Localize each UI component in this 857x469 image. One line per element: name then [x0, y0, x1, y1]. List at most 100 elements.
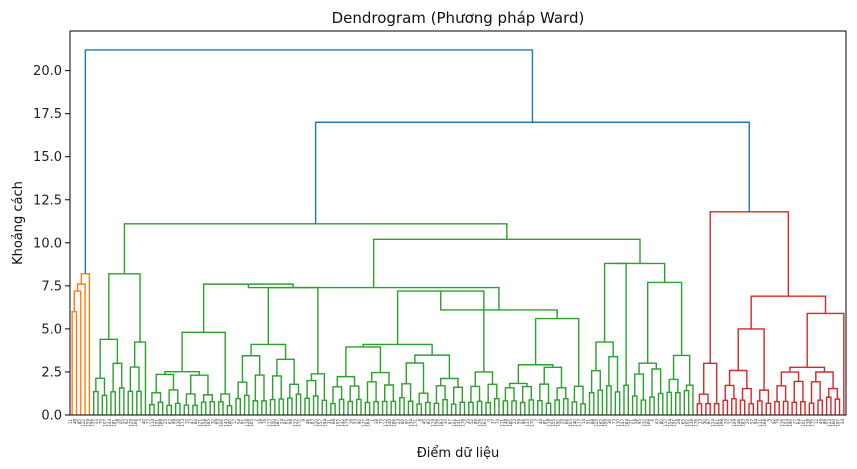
- leaf-label: 85: [77, 419, 82, 425]
- leaf-label: 129: [129, 419, 134, 427]
- leaf-label: 96: [521, 419, 526, 425]
- leaf-label: 9: [301, 419, 306, 422]
- leaf-label: 27: [792, 419, 797, 425]
- leaf-label: 140: [573, 419, 578, 427]
- leaf-label: 198: [719, 419, 724, 427]
- leaf-label: 24: [279, 419, 284, 425]
- leaf-label: 118: [547, 419, 552, 427]
- leaf-label: 3: [137, 419, 142, 422]
- leaf-label: 5: [767, 419, 772, 422]
- leaf-label: 60: [400, 419, 405, 425]
- leaf-label: 149: [387, 419, 392, 427]
- leaf-label: 69: [215, 419, 220, 425]
- leaf-label: 74: [495, 419, 500, 425]
- leaf-label: 159: [85, 419, 90, 427]
- leaf-label: 195: [206, 419, 211, 427]
- leaf-label: 181: [111, 419, 116, 427]
- x-axis-label: Điểm dữ liệu: [417, 446, 500, 461]
- leaf-label: 99: [172, 419, 177, 425]
- leaf-label: 94: [754, 419, 759, 425]
- leaf-label: 83: [310, 419, 315, 425]
- leaf-label: 112: [383, 419, 388, 427]
- leaf-label: 199: [603, 419, 608, 427]
- leaf-label: 62: [167, 419, 172, 425]
- y-tick-label: 20.0: [33, 64, 62, 79]
- leaf-label: 102: [685, 419, 690, 427]
- leaf-label: 172: [297, 419, 302, 427]
- leaf-label: 55: [120, 419, 125, 425]
- leaf-label: 142: [340, 419, 345, 427]
- leaf-label: 188: [159, 419, 164, 427]
- leaf-label: 192: [555, 419, 560, 427]
- y-tick-label: 2.5: [41, 365, 62, 380]
- leaf-label: 194: [323, 419, 328, 427]
- leaf-label: 105: [335, 419, 340, 427]
- leaf-label: 65: [680, 419, 685, 425]
- leaf-label: 119: [430, 419, 435, 427]
- leaf-label: 114: [150, 419, 155, 427]
- leaf-label: 125: [594, 419, 599, 427]
- leaf-label: 91: [241, 419, 246, 425]
- leaf-label: 47: [189, 419, 194, 425]
- leaf-label: 88: [590, 419, 595, 425]
- leaf-label: 166: [133, 419, 138, 427]
- leaf-label: 109: [732, 419, 737, 427]
- leaf-label: 150: [271, 419, 276, 427]
- leaf-label: 165: [249, 419, 254, 427]
- leaf-label: 98: [288, 419, 293, 425]
- leaf-label: 42: [771, 419, 776, 425]
- leaf-label: 15: [465, 419, 470, 425]
- leaf-label: 33: [94, 419, 99, 425]
- leaf-label: 135: [292, 419, 297, 427]
- leaf-label: 170: [529, 419, 534, 427]
- leaf-label: 12: [814, 419, 819, 425]
- leaf-label: 39: [258, 419, 263, 425]
- leaf-label: 51: [585, 419, 590, 425]
- leaf-label: 49: [818, 419, 823, 425]
- leaf-label: 193: [439, 419, 444, 427]
- leaf-label: 72: [728, 419, 733, 425]
- leaf-label: 160: [831, 419, 836, 427]
- leaf-label: 32: [210, 419, 215, 425]
- leaf-label: 14: [581, 419, 586, 425]
- leaf-label: 2: [254, 419, 259, 422]
- leaf-label: 169: [646, 419, 651, 427]
- leaf-label: 120: [314, 419, 319, 427]
- leaf-label: 45: [422, 419, 427, 425]
- leaf-label: 28: [676, 419, 681, 425]
- leaf-label: 37: [491, 419, 496, 425]
- leaf-label: 147: [620, 419, 625, 427]
- leaf-label: 1: [370, 419, 375, 422]
- leaf-label: 178: [460, 419, 465, 427]
- leaf-label: 43: [654, 419, 659, 425]
- leaf-label: 25: [163, 419, 168, 425]
- y-tick-label: 5.0: [41, 322, 62, 337]
- leaf-label: 104: [452, 419, 457, 427]
- leaf-label: 177: [577, 419, 582, 427]
- leaf-label: 144: [107, 419, 112, 427]
- leaf-label: 103: [568, 419, 573, 427]
- leaf-label: 86: [823, 419, 828, 425]
- leaf-label: 168: [762, 419, 767, 427]
- leaf-label: 117: [663, 419, 668, 427]
- leaf-label: 133: [525, 419, 530, 427]
- leaf-label: 127: [361, 419, 366, 427]
- leaf-label: 70: [98, 419, 103, 425]
- leaf-label: 35: [723, 419, 728, 425]
- leaf-label: 48: [72, 419, 77, 425]
- y-tick-label: 17.5: [33, 107, 62, 122]
- leaf-label: 0: [486, 419, 491, 422]
- leaf-label: 111: [499, 419, 504, 427]
- leaf-label: 154: [667, 419, 672, 427]
- leaf-label: 176: [693, 419, 698, 427]
- leaf-label: 186: [391, 419, 396, 427]
- leaf-label: 138: [805, 419, 810, 427]
- leaf-label: 132: [642, 419, 647, 427]
- leaf-label: 79: [775, 419, 780, 425]
- chart-title: Dendrogram (Phương pháp Ward): [332, 9, 585, 27]
- leaf-label: 59: [517, 419, 522, 425]
- leaf-label: 151: [154, 419, 159, 427]
- leaf-label: 66: [564, 419, 569, 425]
- plot-frame: [69, 30, 847, 416]
